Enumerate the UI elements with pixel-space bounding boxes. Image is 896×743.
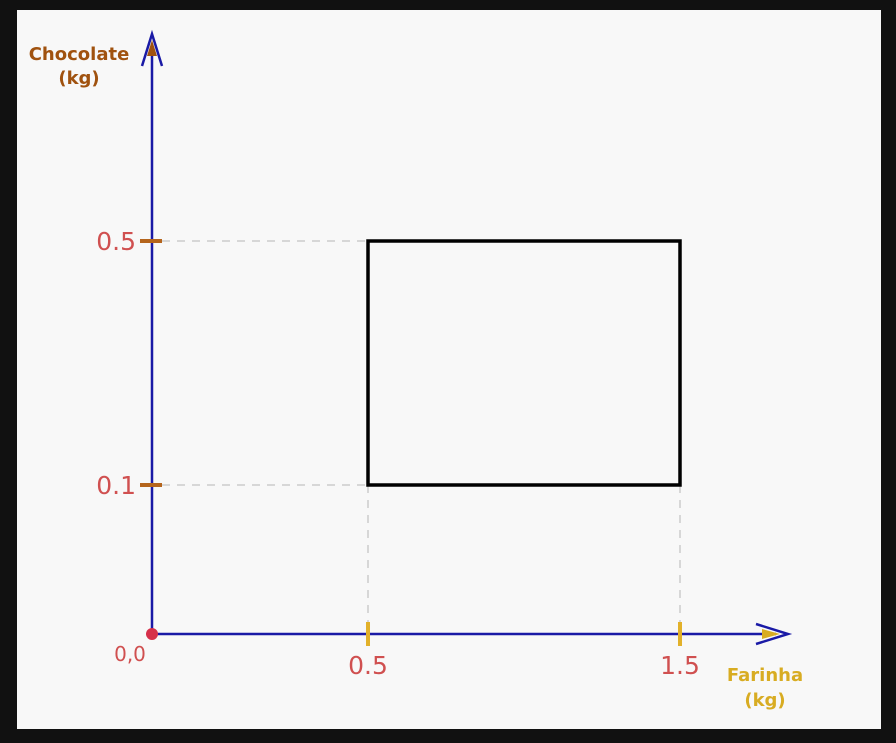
origin-point xyxy=(146,628,158,640)
x-axis-label-line2: (kg) xyxy=(744,690,785,711)
x-axis-label-line1: Farinha xyxy=(727,665,803,686)
guide-lines xyxy=(162,240,681,626)
feasible-region-rectangle xyxy=(366,239,682,487)
origin-label: 0,0 xyxy=(114,642,146,666)
diagram-panel xyxy=(17,10,881,729)
x-axis-arrow-fill-icon xyxy=(762,629,780,639)
y-tick-label: 0.1 xyxy=(96,471,136,500)
x-axis-arrow-icon xyxy=(755,622,793,646)
y-axis-arrow-icon xyxy=(140,29,164,67)
y-axis-label-line1: Chocolate xyxy=(29,44,130,65)
y-tick-label: 0.5 xyxy=(96,227,136,256)
x-tick-label: 0.5 xyxy=(348,651,388,680)
x-tick-label: 1.5 xyxy=(660,651,700,680)
axis-ticks: 0.5 0.1 0.5 1.5 xyxy=(96,227,700,680)
y-axis-arrow-fill-icon xyxy=(147,40,157,56)
y-axis-label-line2: (kg) xyxy=(58,68,99,89)
